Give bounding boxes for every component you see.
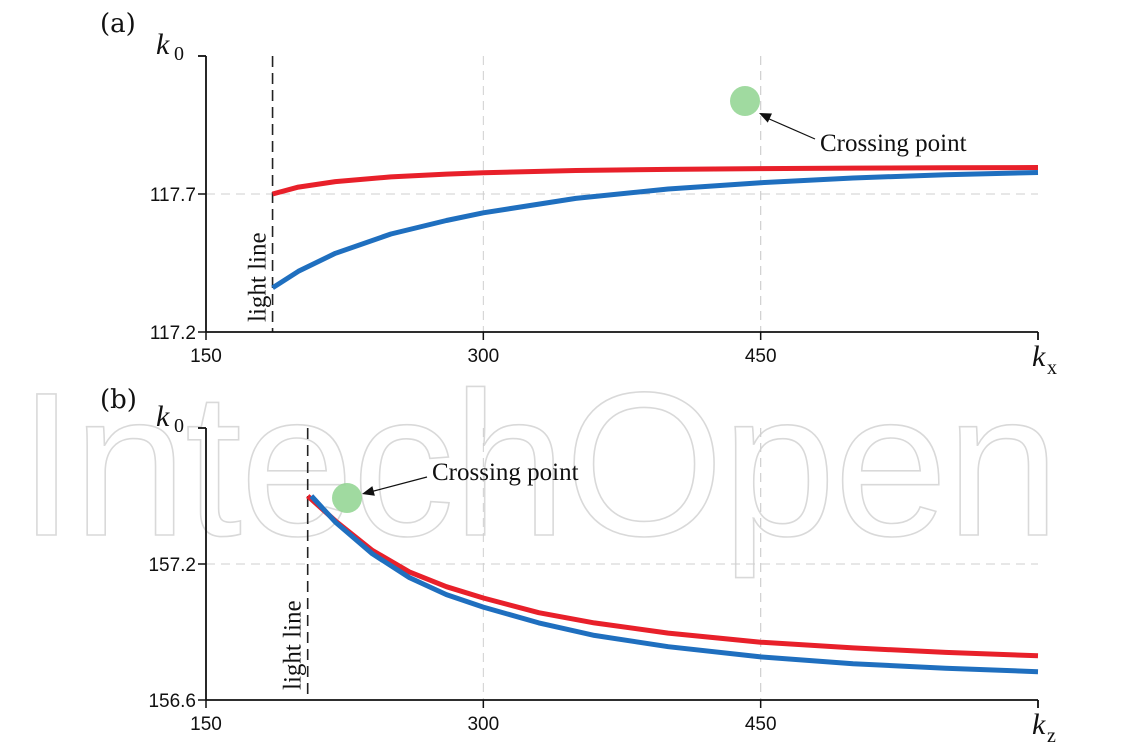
y-tick-label: 157.2	[148, 555, 196, 576]
watermark-text: IntechOpen	[18, 350, 1058, 579]
series-line-blue	[271, 170, 1039, 290]
chart-panel-a: light line Crossing point 150 300 450 117.2 11…	[100, 9, 1057, 379]
y-axis-label: k	[156, 28, 170, 61]
crossing-point-marker	[332, 483, 362, 513]
x-axis-label: k	[1032, 340, 1046, 373]
annotation-arrow-head	[362, 486, 375, 496]
x-axis-label-subscript: z	[1047, 725, 1056, 747]
annotation-label: Crossing point	[820, 130, 967, 157]
y-axis-label: k	[156, 400, 170, 433]
panel-label-b: (b)	[100, 385, 137, 415]
y-axis-label-subscript: 0	[174, 415, 184, 437]
crossing-point-marker	[730, 86, 760, 116]
annotation-arrow-head	[759, 113, 772, 123]
annotation-arrow-line	[369, 476, 428, 493]
x-axis-label: k	[1032, 708, 1046, 741]
series-line-red	[306, 494, 1039, 659]
x-tick-label: 150	[190, 714, 222, 735]
light-line-label: light line	[280, 600, 307, 690]
x-tick-label: 150	[190, 346, 222, 367]
chart-panel-b: light line Crossing point 150 300 450 156.6 15…	[100, 385, 1056, 747]
y-tick-label: 156.6	[148, 691, 196, 712]
x-tick-label: 300	[467, 714, 499, 735]
panel-label-a: (a)	[100, 9, 136, 39]
x-tick-label: 450	[745, 714, 777, 735]
x-axis-label-subscript: x	[1047, 357, 1057, 379]
y-tick-label: 117.2	[150, 323, 196, 344]
annotation-arrow-line	[766, 117, 816, 140]
y-tick-label: 117.7	[150, 185, 196, 206]
x-tick-label: 300	[467, 346, 499, 367]
annotation-label: Crossing point	[432, 459, 579, 486]
y-axis-label-subscript: 0	[174, 43, 184, 65]
light-line-label: light line	[245, 232, 272, 322]
x-tick-label: 450	[745, 346, 777, 367]
series-line-blue	[309, 494, 1039, 675]
series-line-red	[271, 165, 1039, 197]
